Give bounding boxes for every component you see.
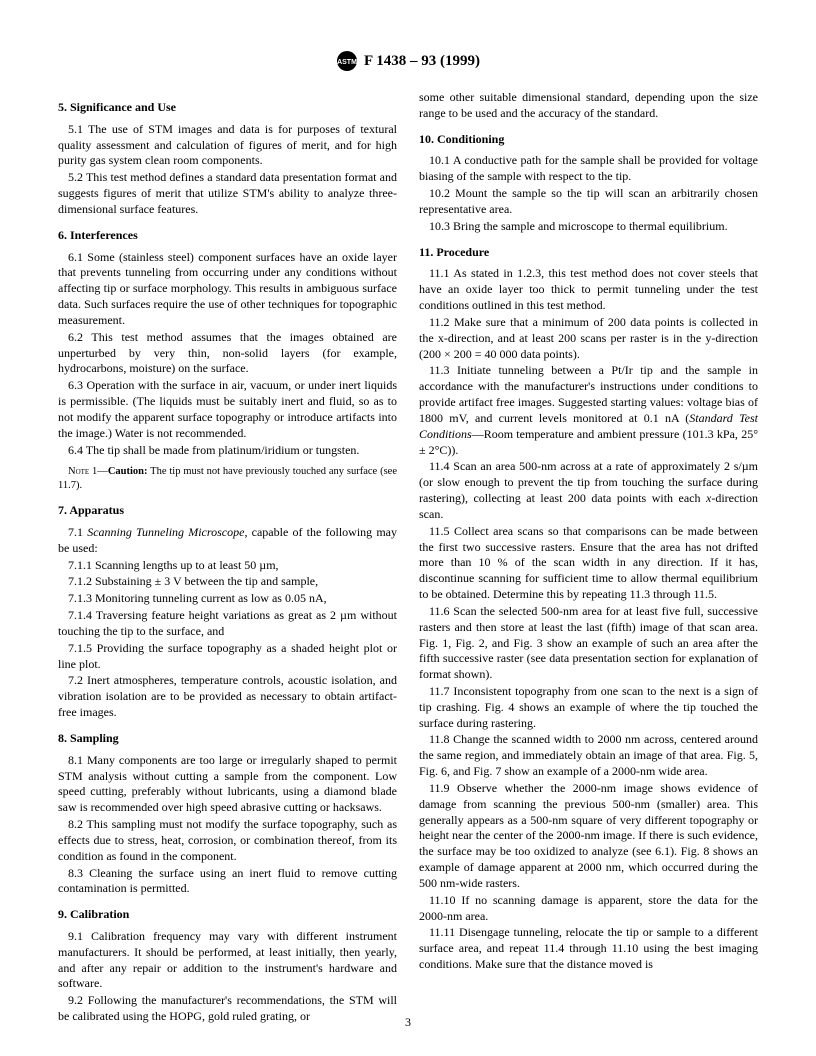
para-7-1-5: 7.1.5 Providing the surface topography a… [58,641,397,673]
section-6-title: 6. Interferences [58,228,397,244]
svg-text:ASTM: ASTM [337,59,357,66]
section-9-title: 9. Calibration [58,907,397,923]
page-number: 3 [0,1015,816,1030]
note-1-caution: Caution: [108,466,148,477]
para-5-2: 5.2 This test method defines a standard … [58,170,397,217]
para-11-3: 11.3 Initiate tunneling between a Pt/Ir … [419,363,758,458]
section-8-title: 8. Sampling [58,731,397,747]
document-header: ASTM F 1438 – 93 (1999) [58,50,758,72]
astm-logo-icon: ASTM [336,50,358,72]
para-11-6: 11.6 Scan the selected 500-nm area for a… [419,604,758,683]
section-10-title: 10. Conditioning [419,132,758,148]
para-11-4: 11.4 Scan an area 500-nm across at a rat… [419,459,758,522]
para-8-3: 8.3 Cleaning the surface using an inert … [58,866,397,898]
para-10-3: 10.3 Bring the sample and microscope to … [419,219,758,235]
para-7-1-italic: Scanning Tunneling Microscope [87,525,244,539]
para-6-1: 6.1 Some (stainless steel) component sur… [58,250,397,329]
para-7-1: 7.1 Scanning Tunneling Microscope, capab… [58,525,397,557]
section-11-title: 11. Procedure [419,245,758,261]
para-11-11: 11.11 Disengage tunneling, relocate the … [419,925,758,972]
para-8-2: 8.2 This sampling must not modify the su… [58,817,397,864]
para-9-1: 9.1 Calibration frequency may vary with … [58,929,397,992]
designation-text: F 1438 – 93 (1999) [364,53,480,70]
para-11-7: 11.7 Inconsistent topography from one sc… [419,684,758,731]
para-11-8: 11.8 Change the scanned width to 2000 nm… [419,732,758,779]
para-7-1-3: 7.1.3 Monitoring tunneling current as lo… [58,591,397,607]
para-11-9: 11.9 Observe whether the 2000-nm image s… [419,781,758,892]
para-7-1-1: 7.1.1 Scanning lengths up to at least 50… [58,558,397,574]
para-10-2: 10.2 Mount the sample so the tip will sc… [419,186,758,218]
para-5-1: 5.1 The use of STM images and data is fo… [58,122,397,169]
para-6-3: 6.3 Operation with the surface in air, v… [58,378,397,441]
section-7-title: 7. Apparatus [58,503,397,519]
para-11-10: 11.10 If no scanning damage is apparent,… [419,893,758,925]
para-10-1: 10.1 A conductive path for the sample sh… [419,153,758,185]
para-11-2: 11.2 Make sure that a minimum of 200 dat… [419,315,758,362]
para-7-1-pre: 7.1 [68,525,87,539]
section-5-title: 5. Significance and Use [58,100,397,116]
para-8-1: 8.1 Many components are too large or irr… [58,753,397,816]
note-1: Note 1—Caution: The tip must not have pr… [58,465,397,493]
para-11-1: 11.1 As stated in 1.2.3, this test metho… [419,266,758,313]
para-9-2-cont: some other suitable dimensional standard… [419,90,758,122]
right-column: some other suitable dimensional standard… [419,90,758,1026]
para-7-1-2: 7.1.2 Substaining ± 3 V between the tip … [58,574,397,590]
para-11-5: 11.5 Collect area scans so that comparis… [419,524,758,603]
para-7-2: 7.2 Inert atmospheres, temperature contr… [58,673,397,720]
left-column: 5. Significance and Use 5.1 The use of S… [58,90,397,1026]
content-columns: 5. Significance and Use 5.1 The use of S… [58,90,758,1026]
para-6-4: 6.4 The tip shall be made from platinum/… [58,443,397,459]
para-6-2: 6.2 This test method assumes that the im… [58,330,397,377]
note-1-label: Note 1— [68,466,108,477]
para-7-1-4: 7.1.4 Traversing feature height variatio… [58,608,397,640]
